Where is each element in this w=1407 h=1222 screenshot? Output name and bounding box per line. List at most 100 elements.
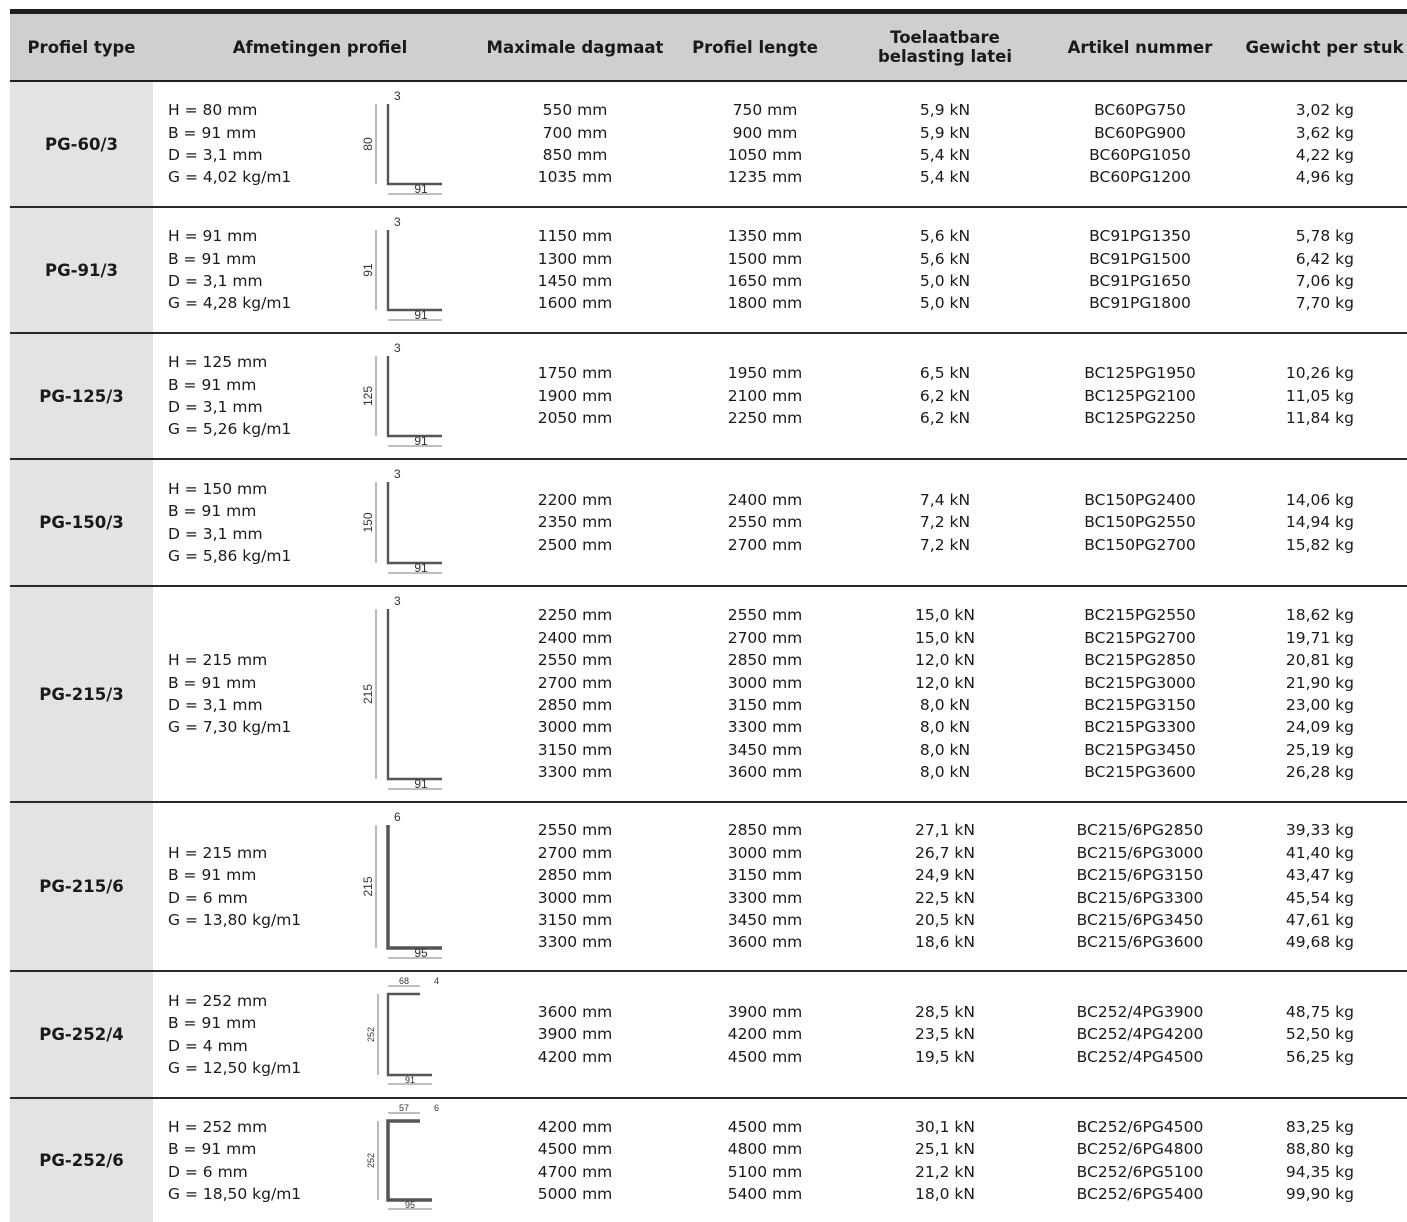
length-value: 1650 mm — [727, 272, 803, 290]
weight-column: 5,78 kg 6,42 kg 7,06 kg 7,70 kg — [1250, 208, 1354, 332]
weight-value: 20,81 kg — [1285, 651, 1354, 670]
length-value: 2700 mm — [727, 628, 803, 647]
load-value: 5,0 kN — [919, 272, 971, 290]
weight-value: 14,94 kg — [1285, 513, 1354, 532]
article-number: BC252/4PG4200 — [1076, 1025, 1204, 1044]
weight-column: 10,26 kg 11,05 kg 11,84 kg — [1250, 334, 1354, 458]
width-label: 91 — [414, 182, 428, 196]
height-label: 215 — [361, 876, 375, 896]
load-value: 7,4 kN — [919, 490, 971, 509]
length-value: 1500 mm — [727, 249, 803, 268]
article-column: BC91PG1350 BC91PG1500 BC91PG1650 BC91PG1800 — [1050, 208, 1230, 332]
load-value: 19,5 kN — [914, 1047, 975, 1066]
max-span-column: 2550 mm 2700 mm 2850 mm 3000 mm 3150 mm 3300 … — [510, 803, 640, 970]
max-span-column: 4200 mm 4500 mm 4700 mm 5000 mm — [510, 1099, 640, 1222]
length-value: 3300 mm — [727, 718, 803, 737]
length-value: 5100 mm — [727, 1162, 803, 1181]
length-value: 3900 mm — [727, 1002, 803, 1021]
profile-dimensions: H = 80 mm B = 91 mm D = 3,1 mm G = 4,02 kg/… — [168, 82, 291, 206]
thickness-label: 6 — [394, 810, 401, 824]
dimension-line: D = 6 mm — [168, 1162, 248, 1181]
length-value: 2850 mm — [727, 821, 803, 840]
weight-column: 39,33 kg 41,40 kg 43,47 kg 45,54 kg 47,61 kg… — [1250, 803, 1354, 970]
max-span-value: 4200 mm — [537, 1117, 613, 1136]
weight-value: 7,06 kg — [1295, 272, 1354, 290]
length-value: 2250 mm — [727, 409, 803, 428]
article-number: BC252/6PG4800 — [1076, 1140, 1204, 1159]
width-label: 91 — [405, 1075, 415, 1085]
thickness-label: 3 — [394, 89, 401, 103]
width-label: 95 — [414, 946, 428, 960]
length-column: 1950 mm 2100 mm 2250 mm — [700, 334, 830, 458]
dimension-line: G = 18,50 kg/m1 — [168, 1184, 302, 1203]
max-span-value: 2550 mm — [537, 651, 613, 670]
weight-value: 83,25 kg — [1285, 1117, 1354, 1136]
load-value: 15,0 kN — [914, 606, 975, 625]
max-span-value: 3300 mm — [537, 933, 613, 952]
max-span-column: 550 mm 700 mm 850 mm 1035 mm — [510, 82, 640, 206]
top-flange-label: 57 — [399, 1103, 409, 1113]
dimension-line: H = 125 mm — [168, 353, 268, 372]
header-load-line1: Toelaatbare — [890, 28, 1000, 47]
length-value: 3150 mm — [727, 696, 803, 714]
max-span-value: 2200 mm — [537, 490, 613, 509]
weight-value: 43,47 kg — [1285, 866, 1354, 885]
profile-type-cell: PG-215/6 — [10, 803, 153, 970]
article-number: BC252/4PG4500 — [1076, 1047, 1204, 1066]
width-label: 91 — [414, 777, 428, 791]
width-label: 95 — [405, 1200, 415, 1210]
article-number: BC215/6PG3450 — [1076, 910, 1204, 929]
weight-value: 99,90 kg — [1285, 1184, 1354, 1203]
load-value: 7,2 kN — [919, 513, 971, 532]
article-number: BC91PG1800 — [1089, 294, 1191, 313]
max-span-column: 2200 mm 2350 mm 2500 mm — [510, 460, 640, 585]
weight-value: 52,50 kg — [1285, 1025, 1354, 1044]
profile-dimensions: H = 215 mm B = 91 mm D = 3,1 mm G = 7,30 kg… — [168, 587, 291, 801]
table-row: PG-125/3 H = 125 mm B = 91 mm D = 3,1 mm G =… — [10, 334, 1407, 460]
load-column: 30,1 kN 25,1 kN 21,2 kN 18,0 kN — [880, 1099, 1010, 1222]
load-value: 5,9 kN — [919, 101, 971, 120]
dimension-line: B = 91 mm — [168, 1140, 257, 1159]
article-number: BC215PG3000 — [1084, 673, 1196, 692]
weight-value: 3,62 kg — [1295, 123, 1354, 142]
weight-value: 39,33 kg — [1285, 821, 1354, 840]
article-column: BC150PG2400 BC150PG2550 BC150PG2700 — [1050, 460, 1230, 585]
max-span-value: 1150 mm — [537, 227, 613, 246]
max-span-value: 5000 mm — [537, 1184, 613, 1203]
thickness-label: 3 — [394, 341, 401, 355]
profile-dimensions: H = 252 mm B = 91 mm D = 6 mm G = 18,50 kg/… — [168, 1099, 301, 1222]
max-span-value: 2700 mm — [537, 673, 613, 692]
length-value: 1235 mm — [727, 168, 803, 187]
max-span-value: 700 mm — [542, 123, 608, 142]
dimension-line: G = 4,28 kg/m1 — [168, 294, 292, 313]
dimension-line: G = 13,80 kg/m1 — [168, 910, 302, 929]
dimension-line: H = 80 mm — [168, 101, 258, 120]
weight-value: 6,42 kg — [1295, 249, 1354, 268]
max-span-value: 2550 mm — [537, 821, 613, 840]
article-number: BC215PG2550 — [1084, 606, 1196, 625]
load-value: 22,5 kN — [914, 888, 975, 907]
weight-value: 14,06 kg — [1285, 490, 1354, 509]
table-row: PG-215/3 H = 215 mm B = 91 mm D = 3,1 mm G =… — [10, 587, 1407, 803]
weight-column: 3,02 kg 3,62 kg 4,22 kg 4,96 kg — [1250, 82, 1354, 206]
article-column: BC60PG750 BC60PG900 BC60PG1050 BC60PG1200 — [1050, 82, 1230, 206]
thickness-label: 4 — [434, 976, 439, 986]
weight-value: 48,75 kg — [1285, 1002, 1354, 1021]
article-number: BC252/6PG5100 — [1076, 1162, 1204, 1181]
load-column: 5,9 kN 5,9 kN 5,4 kN 5,4 kN — [880, 82, 1010, 206]
max-span-value: 1750 mm — [537, 364, 613, 383]
dimension-line: D = 3,1 mm — [168, 146, 263, 164]
article-number: BC215/6PG2850 — [1076, 821, 1204, 840]
profile-dimensions: H = 252 mm B = 91 mm D = 4 mm G = 12,50 kg/… — [168, 972, 301, 1097]
length-value: 1950 mm — [727, 364, 803, 383]
article-number: BC215PG3150 — [1084, 696, 1196, 714]
article-number: BC125PG1950 — [1084, 364, 1196, 383]
profile-type-cell: PG-60/3 — [10, 82, 153, 206]
load-value: 12,0 kN — [914, 673, 975, 692]
weight-value: 15,82 kg — [1285, 535, 1354, 554]
length-value: 4500 mm — [727, 1047, 803, 1066]
dimension-line: B = 91 mm — [168, 1014, 257, 1033]
dimension-line: H = 215 mm — [168, 843, 268, 862]
dimension-line: D = 3,1 mm — [168, 272, 263, 290]
l-profile-drawing: 215 95 6 — [361, 810, 442, 960]
